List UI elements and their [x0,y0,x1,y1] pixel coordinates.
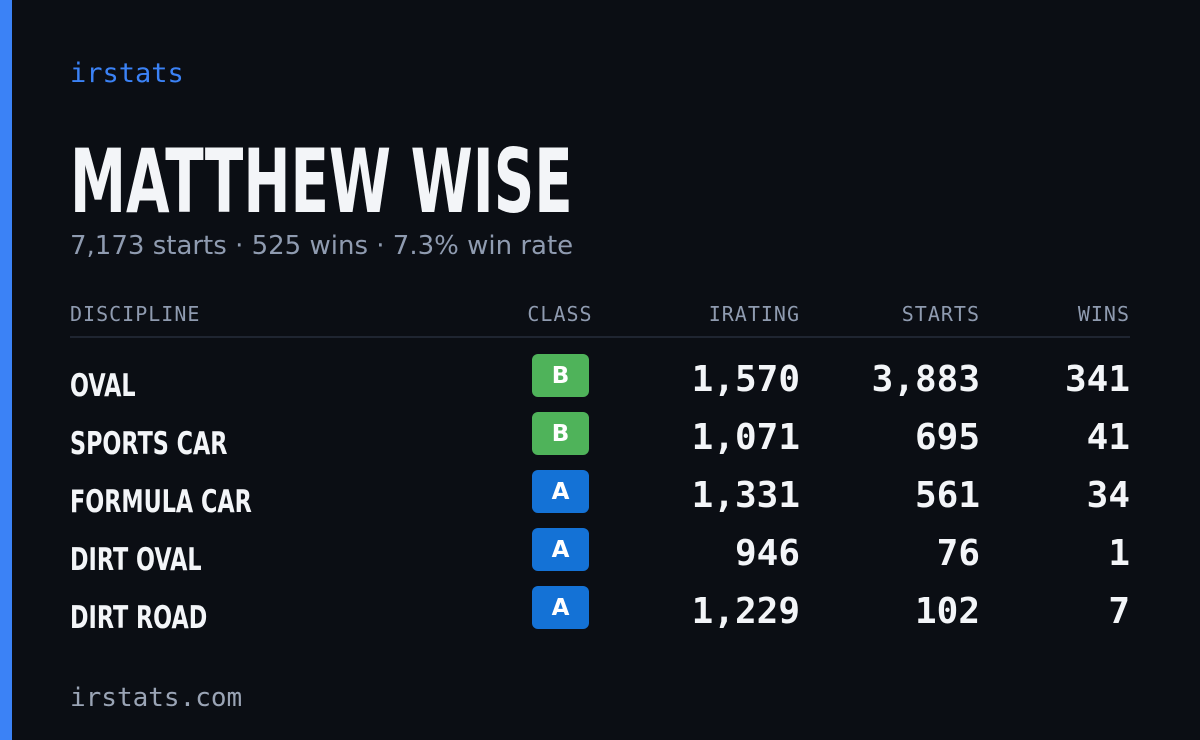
title: MATTHEW WISE [70,131,573,233]
discipline: DIRT ROAD [70,600,207,636]
table-row: FORMULA CAR A 1,331 561 34 [70,470,1130,520]
starts: 76 [937,533,980,574]
class-badge [532,354,589,397]
class-badge [532,470,589,513]
class-badge [532,586,589,629]
class-letter: B [552,363,570,389]
table-row: OVAL B 1,570 3,883 341 [70,354,1130,404]
class-letter: A [552,537,570,563]
class-letter: A [552,595,570,621]
class-badge [532,528,589,571]
class-badge [532,412,589,455]
subtitle: 7,173 starts · 525 wins · 7.3% win rate [70,231,573,261]
irating: 1,229 [692,591,800,632]
wins: 34 [1087,475,1130,516]
starts: 561 [915,475,980,516]
footer: irstats.com [70,683,242,713]
irating: 946 [735,533,800,574]
accent-bar [0,0,12,740]
wins: 41 [1087,417,1130,458]
irating: 1,570 [692,359,800,400]
irating: 1,331 [692,475,800,516]
starts: 695 [915,417,980,458]
class-letter: A [552,479,570,505]
discipline: SPORTS CAR [70,426,228,462]
discipline: FORMULA CAR [70,484,252,520]
starts: 3,883 [872,359,980,400]
wins: 7 [1108,591,1130,632]
discipline: OVAL [70,368,136,404]
class-letter: B [552,421,570,447]
table-row: SPORTS CAR B 1,071 695 41 [70,412,1130,462]
table-row: DIRT ROAD A 1,229 102 7 [70,586,1130,636]
column-header: CLASS [527,302,592,326]
irating: 1,071 [692,417,800,458]
wins: 341 [1065,359,1130,400]
wins: 1 [1108,533,1130,574]
brand: irstats [70,58,184,89]
starts: 102 [915,591,980,632]
column-header: IRATING [709,302,800,326]
column-header: WINS [1078,302,1130,326]
discipline: DIRT OVAL [70,542,202,578]
column-header: STARTS [902,302,980,326]
table-row: DIRT OVAL A 946 76 1 [70,528,1130,578]
column-header: DISCIPLINE [70,302,200,326]
